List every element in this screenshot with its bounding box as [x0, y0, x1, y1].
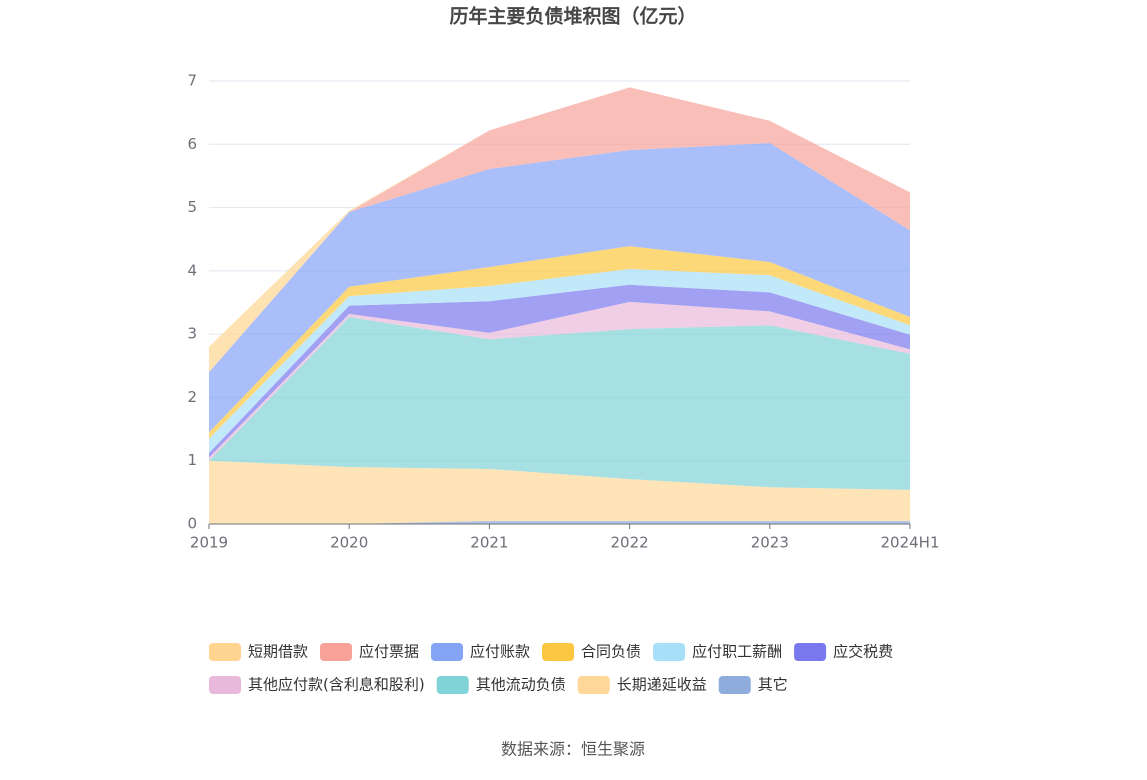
legend-label: 应付票据 — [359, 643, 419, 661]
legend-item[interactable]: 短期借款 — [209, 643, 308, 662]
legend-item[interactable]: 应付票据 — [320, 643, 419, 662]
legend-swatch — [209, 676, 241, 694]
legend-item[interactable]: 其它 — [718, 676, 788, 695]
legend-item[interactable]: 应交税费 — [794, 643, 893, 662]
legend-item[interactable]: 应付职工薪酬 — [653, 643, 782, 662]
legend-swatch — [431, 643, 464, 661]
legend-item[interactable]: 合同负债 — [542, 643, 641, 662]
area — [209, 87, 910, 373]
x-tick-label: 2020 — [330, 534, 368, 552]
x-tick-label: 2024H1 — [881, 534, 940, 552]
legend-item[interactable]: 其他流动负债 — [436, 676, 566, 695]
legend-item[interactable]: 长期递延收益 — [577, 676, 707, 695]
legend-swatch — [320, 643, 353, 661]
source-note: 数据来源：恒生聚源 — [501, 740, 645, 759]
legend-swatch — [209, 643, 241, 661]
y-tick-label: 6 — [187, 135, 197, 153]
legend-swatch — [653, 643, 686, 661]
x-tick-label: 2022 — [611, 534, 649, 552]
legend-item[interactable]: 其他应付款(含利息和股利) — [209, 676, 425, 695]
y-tick-label: 2 — [187, 388, 197, 406]
y-tick-label: 5 — [187, 198, 197, 216]
legend-label: 合同负债 — [581, 643, 641, 661]
legend-swatch — [577, 676, 610, 694]
y-tick-label: 4 — [187, 261, 197, 279]
x-tick-label: 2023 — [751, 534, 789, 552]
area — [209, 520, 910, 524]
x-tick-label: 2019 — [190, 534, 228, 552]
legend-label: 应付职工薪酬 — [692, 643, 782, 661]
legend-label: 短期借款 — [248, 643, 308, 661]
area — [209, 460, 910, 524]
legend-label: 其他应付款(含利息和股利) — [248, 676, 425, 694]
legend-swatch — [718, 676, 751, 694]
legend-label: 应付账款 — [470, 643, 530, 661]
area — [209, 317, 910, 490]
legend-label: 应交税费 — [833, 643, 893, 661]
legend-swatch — [794, 643, 827, 661]
legend-swatch — [542, 643, 575, 661]
y-tick-label: 1 — [187, 451, 197, 469]
legend-item[interactable]: 应付账款 — [431, 643, 530, 662]
area — [209, 143, 910, 433]
y-tick-label: 3 — [187, 325, 197, 343]
chart-title: 历年主要负债堆积图（亿元） — [449, 5, 696, 28]
y-tick-label: 0 — [187, 515, 197, 533]
legend-label: 其它 — [758, 676, 788, 694]
legend-swatch — [436, 676, 469, 694]
area — [209, 301, 910, 461]
legend-label: 其他流动负债 — [476, 676, 566, 694]
y-tick-label: 7 — [187, 72, 197, 90]
x-tick-label: 2021 — [470, 534, 508, 552]
legend-label: 长期递延收益 — [617, 676, 707, 694]
